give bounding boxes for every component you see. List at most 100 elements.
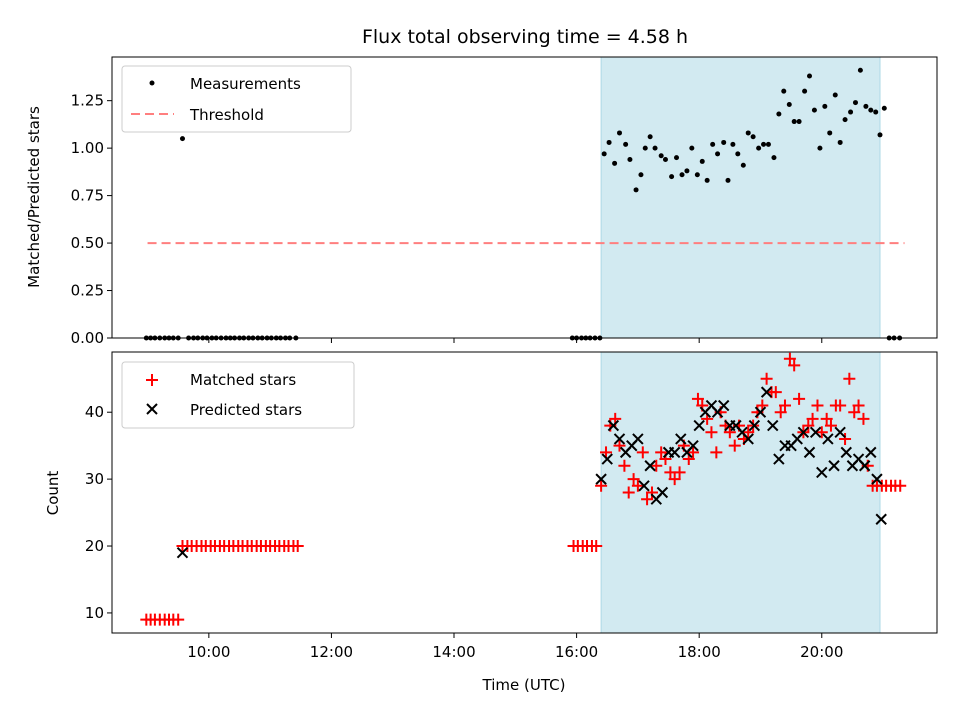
- measurement-point: [791, 119, 797, 125]
- top-x-ticks: [208, 338, 823, 343]
- y-tick-label: 1.25: [71, 92, 104, 110]
- measurement-point: [606, 139, 612, 145]
- matched-star-point: [705, 426, 718, 439]
- top-panel: Flux total observing time = 4.58 h 0.000…: [25, 26, 938, 347]
- predicted-star-point: [613, 433, 626, 445]
- matched-star-point: [857, 412, 870, 425]
- measurement-point: [745, 130, 751, 136]
- measurement-point: [669, 174, 675, 180]
- matched-star-point: [687, 446, 700, 459]
- y-tick-label: 0.25: [71, 282, 104, 300]
- bottom-shaded-span: [600, 352, 881, 633]
- x-tick-label: 10:00: [187, 643, 230, 661]
- matched-star-point: [728, 439, 741, 452]
- top-legend: Measurements Threshold: [121, 65, 352, 133]
- matched-star-point: [778, 399, 791, 412]
- measurement-point: [725, 177, 731, 183]
- measurement-point: [761, 141, 767, 147]
- predicted-star-point: [176, 547, 189, 559]
- matched-star-point: [673, 466, 686, 479]
- matched-star-point: [834, 399, 847, 412]
- measurement-point: [735, 151, 741, 157]
- measurement-point: [822, 103, 828, 109]
- predicted-star-point: [632, 433, 644, 445]
- measurement-points: [143, 67, 903, 341]
- shaded-span-rect: [601, 352, 880, 633]
- measurement-point: [750, 134, 756, 140]
- bottom-legend-box: [121, 361, 355, 429]
- measurement-point: [642, 145, 648, 151]
- legend-measurements-marker: [149, 80, 155, 86]
- predicted-star-point: [773, 453, 785, 465]
- x-axis-label: Time (UTC): [482, 676, 566, 694]
- measurement-point: [623, 141, 629, 147]
- predicted-star-point: [797, 426, 810, 438]
- measurement-point: [674, 155, 680, 161]
- predicted-star-point: [693, 419, 705, 432]
- matched-star-point: [852, 399, 865, 412]
- matched-star-point: [650, 459, 663, 472]
- predicted-star-points: [176, 386, 887, 559]
- y-tick-label: 0.75: [71, 187, 104, 205]
- measurement-point: [633, 187, 639, 193]
- measurement-point: [781, 88, 787, 94]
- matched-star-point: [723, 426, 736, 439]
- measurement-point: [877, 132, 883, 138]
- matched-star-point: [824, 419, 837, 432]
- measurement-point: [658, 153, 664, 159]
- predicted-star-point: [595, 473, 607, 485]
- matched-star-point: [848, 406, 861, 419]
- measurement-point: [832, 92, 838, 98]
- measurement-point: [740, 162, 746, 168]
- measurement-point: [179, 136, 185, 142]
- measurement-point: [652, 145, 658, 151]
- matched-star-point: [636, 446, 649, 459]
- predicted-star-point: [809, 426, 822, 438]
- matched-star-point: [595, 479, 608, 492]
- predicted-star-point: [840, 446, 852, 459]
- measurement-point: [807, 73, 813, 79]
- measurement-point: [852, 100, 858, 106]
- predicted-star-point: [760, 386, 773, 398]
- matched-star-point: [645, 486, 658, 499]
- measurement-point: [837, 139, 843, 145]
- predicted-star-point: [656, 486, 669, 499]
- bottom-x-ticks: 10:00 12:00 14:00 16:00 18:00 20:00: [187, 633, 843, 661]
- matched-star-point: [769, 386, 782, 399]
- measurement-point: [765, 141, 771, 147]
- bottom-y-axis-label: Count: [44, 471, 62, 516]
- matched-star-point: [600, 446, 613, 459]
- predicted-star-point: [834, 426, 846, 438]
- matched-star-point: [691, 392, 704, 405]
- matched-star-point: [668, 473, 681, 486]
- measurement-point: [786, 101, 792, 107]
- top-legend-box: [121, 65, 352, 133]
- predicted-star-point: [754, 406, 767, 418]
- predicted-star-point: [828, 460, 840, 472]
- measurement-point: [827, 130, 833, 136]
- legend-matched-marker: [146, 374, 158, 386]
- matched-star-point: [590, 540, 603, 553]
- matched-star-point: [802, 419, 815, 432]
- y-tick-label: 0.50: [71, 234, 104, 252]
- measurement-point: [811, 107, 817, 113]
- measurement-point: [730, 141, 736, 147]
- legend-measurements-label: Measurements: [190, 75, 301, 93]
- predicted-star-point: [644, 460, 656, 472]
- measurement-point: [617, 130, 623, 136]
- predicted-star-point: [668, 446, 681, 459]
- matched-star-point: [710, 446, 723, 459]
- predicted-star-point: [871, 473, 883, 485]
- matched-star-point: [291, 540, 304, 553]
- y-tick-label: 10: [85, 604, 104, 622]
- matched-star-point: [806, 412, 819, 425]
- measurement-point: [771, 155, 777, 161]
- measurement-point: [638, 172, 644, 178]
- matched-star-point: [655, 446, 668, 459]
- matched-star-point: [793, 392, 806, 405]
- measurement-point: [721, 139, 727, 145]
- measurement-point: [627, 157, 633, 163]
- matched-star-points: [140, 352, 907, 626]
- matched-star-point: [627, 473, 640, 486]
